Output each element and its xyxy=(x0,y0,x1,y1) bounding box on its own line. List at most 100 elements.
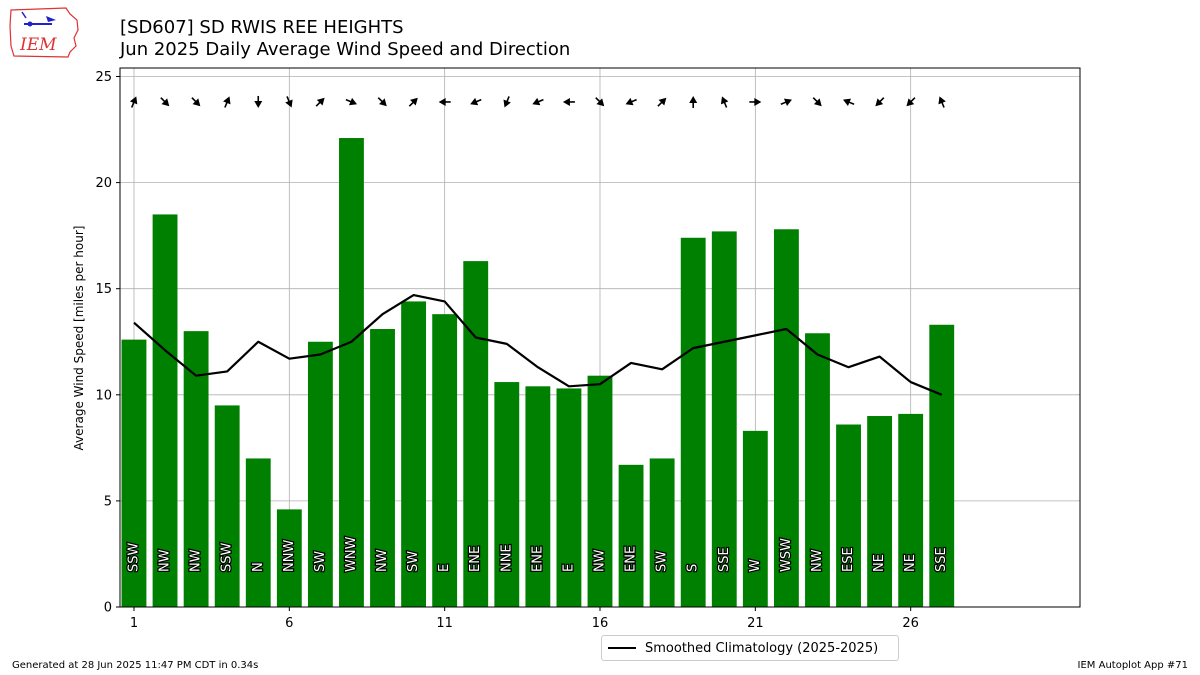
bar xyxy=(649,458,675,607)
direction-label: ENE xyxy=(624,546,639,572)
wind-arrow xyxy=(749,97,762,106)
wind-arrow xyxy=(595,97,605,107)
wind-arrow xyxy=(938,96,946,108)
wind-arrow xyxy=(254,95,263,108)
y-tick-label: 25 xyxy=(95,70,112,85)
direction-label: NNE xyxy=(499,544,514,572)
direction-label: ESE xyxy=(841,547,856,572)
direction-label: WSW xyxy=(779,538,794,572)
direction-label: NNW xyxy=(282,540,297,572)
wind-arrow xyxy=(223,96,231,108)
app-id: IEM Autoplot App #71 xyxy=(1077,660,1188,671)
direction-label: E xyxy=(437,564,452,572)
bar xyxy=(898,413,924,607)
direction-label: SW xyxy=(406,551,421,572)
direction-label: NW xyxy=(593,549,608,572)
bar xyxy=(494,382,520,607)
wind-arrow xyxy=(470,97,482,106)
direction-label: E xyxy=(561,564,576,572)
wind-arrow xyxy=(503,96,511,108)
bar xyxy=(836,424,861,607)
bar xyxy=(432,314,458,607)
wind-arrow xyxy=(532,97,544,106)
bar xyxy=(463,261,489,607)
y-tick-label: 20 xyxy=(95,176,112,191)
wind-arrow xyxy=(720,96,729,108)
generated-timestamp: Generated at 28 Jun 2025 11:47 PM CDT in… xyxy=(12,660,259,671)
bar xyxy=(214,405,240,607)
direction-label: NW xyxy=(810,549,825,572)
direction-label: NE xyxy=(903,554,918,572)
wind-arrow xyxy=(657,97,667,107)
direction-label: SW xyxy=(655,551,670,572)
bar xyxy=(556,388,582,607)
wind-arrow xyxy=(906,97,916,107)
direction-label: NW xyxy=(158,549,173,572)
wind-arrow xyxy=(345,97,357,106)
bar-series xyxy=(121,138,955,608)
direction-label: SW xyxy=(313,551,328,572)
wind-arrow xyxy=(812,97,822,107)
direction-label: WNW xyxy=(344,536,359,572)
bar xyxy=(307,341,333,607)
wind-arrow xyxy=(408,97,418,107)
bar xyxy=(618,464,644,607)
chart-subtitle: Jun 2025 Daily Average Wind Speed and Di… xyxy=(120,39,571,60)
wind-arrow xyxy=(875,97,885,107)
direction-label: SSE xyxy=(717,547,732,572)
bar xyxy=(245,458,271,607)
x-tick-label: 16 xyxy=(592,616,609,631)
direction-labels: SSW NW NW SSW N NNW SW WNW NW SW E ENE NNE ENE E NW ENE S… xyxy=(125,535,950,573)
direction-label: SSW xyxy=(126,542,141,572)
x-tick-label: 11 xyxy=(436,616,453,631)
bar xyxy=(929,324,955,607)
direction-label: NE xyxy=(872,554,887,572)
legend: Smoothed Climatology (2025-2025) xyxy=(601,635,899,661)
y-tick-label: 15 xyxy=(95,282,112,297)
x-tick-label: 6 xyxy=(285,616,293,631)
chart-title-block: [SD607] SD RWIS REE HEIGHTS Jun 2025 Dai… xyxy=(120,17,570,61)
direction-label: S xyxy=(686,564,701,572)
bar xyxy=(680,237,706,607)
bar xyxy=(711,231,737,607)
bar xyxy=(587,375,613,607)
climatology-line xyxy=(133,293,943,396)
y-axis-label: Average Wind Speed [miles per hour] xyxy=(72,226,86,451)
y-tick-label: 0 xyxy=(104,601,112,616)
direction-label: NW xyxy=(189,549,204,572)
wind-arrow xyxy=(562,97,575,106)
wind-arrow xyxy=(438,97,451,106)
legend-line-swatch xyxy=(608,647,636,649)
direction-label: N xyxy=(251,562,266,572)
bar xyxy=(370,329,395,607)
x-tick-label: 21 xyxy=(747,616,764,631)
wind-arrow xyxy=(689,95,698,108)
svg-text:IEM: IEM xyxy=(19,35,57,55)
bar xyxy=(742,430,768,607)
wind-arrow xyxy=(780,98,792,107)
bar xyxy=(339,138,364,607)
direction-label: W xyxy=(748,559,763,572)
bar xyxy=(805,333,830,607)
climatology-series-line xyxy=(133,293,943,396)
bar xyxy=(183,331,209,607)
x-tick-label: 1 xyxy=(130,616,138,631)
wind-arrows xyxy=(129,95,946,108)
wind-arrow xyxy=(160,97,170,107)
y-tick-label: 5 xyxy=(104,494,112,509)
direction-label: SSW xyxy=(220,542,235,572)
wind-arrow xyxy=(285,96,293,108)
bar xyxy=(121,339,147,607)
bar xyxy=(401,301,427,607)
direction-label: SSE xyxy=(934,547,949,572)
legend-label: Smoothed Climatology (2025-2025) xyxy=(645,640,879,656)
bar xyxy=(867,416,893,607)
bar xyxy=(152,214,178,607)
direction-label: ENE xyxy=(468,546,483,572)
wind-arrow xyxy=(625,97,637,106)
iem-logo-icon: IEM xyxy=(9,7,79,58)
bar xyxy=(276,509,302,607)
direction-label: NW xyxy=(375,549,390,572)
